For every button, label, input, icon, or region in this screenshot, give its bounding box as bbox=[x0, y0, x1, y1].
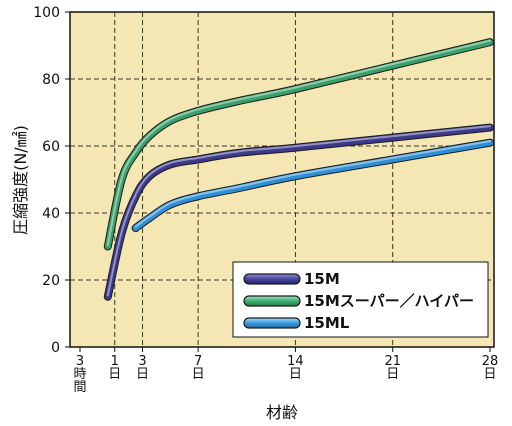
y-tick-label: 20 bbox=[42, 273, 60, 289]
legend-swatch bbox=[243, 273, 301, 285]
series-line bbox=[104, 124, 493, 300]
y-tick-label: 100 bbox=[33, 5, 60, 21]
x-tick-label: 3 時間 bbox=[73, 354, 86, 395]
x-tick-label: 21 日 bbox=[384, 354, 401, 382]
x-axis-label: 材齢 bbox=[266, 403, 298, 422]
x-tick-label: 14 日 bbox=[287, 354, 304, 382]
series-line-highlight bbox=[134, 140, 491, 228]
legend: 15M 15Mスーパー／ハイパー 15ML bbox=[232, 261, 489, 338]
legend-label: 15Mスーパー／ハイパー bbox=[304, 292, 474, 310]
series-lines bbox=[103, 38, 494, 301]
x-tick-label: 28 日 bbox=[482, 354, 499, 382]
y-axis-label: 圧縮強度(N/㎟) bbox=[11, 125, 30, 235]
legend-swatch bbox=[243, 295, 301, 307]
y-tick-label: 0 bbox=[51, 340, 60, 356]
legend-label: 15ML bbox=[304, 314, 350, 332]
series-line-highlight bbox=[106, 125, 491, 297]
series-line bbox=[132, 139, 493, 232]
y-tick-label: 40 bbox=[42, 206, 60, 222]
y-tick-label: 60 bbox=[42, 139, 60, 155]
legend-swatch bbox=[243, 317, 301, 329]
y-axis-ticks: 0 20 40 60 80 100 bbox=[33, 5, 70, 356]
series-line-highlight bbox=[106, 39, 491, 246]
legend-label: 15M bbox=[304, 270, 340, 288]
x-axis-ticks: 3 時間 1 日 3 日 7 日 14 日 21 日 28 日 bbox=[73, 347, 498, 395]
series-line bbox=[104, 39, 493, 250]
y-tick-label: 80 bbox=[42, 72, 60, 88]
